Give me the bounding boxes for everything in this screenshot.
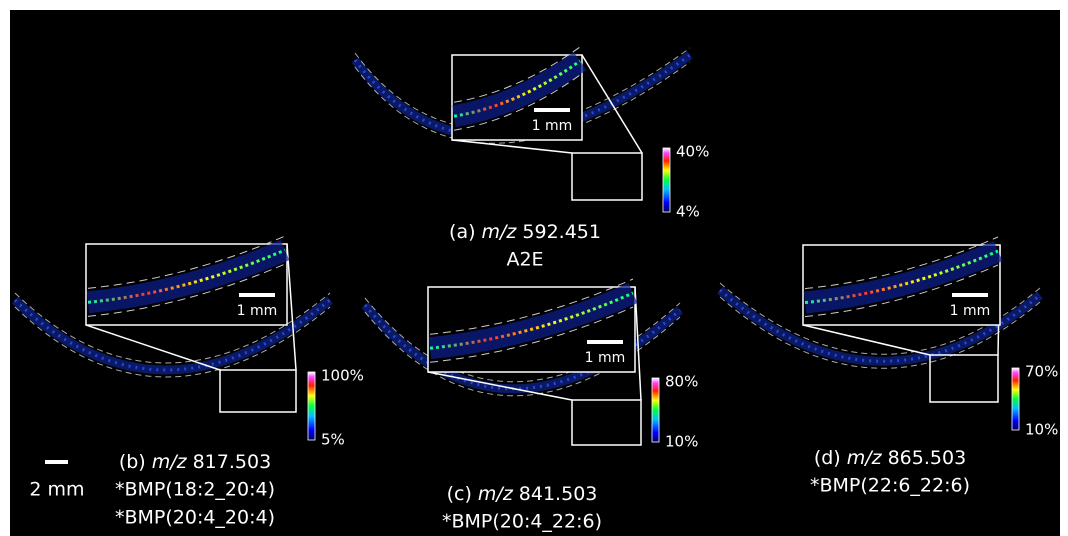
inset-scale-label: 1 mm — [532, 118, 573, 134]
compound: *BMP(18:2_20:4) — [115, 479, 275, 501]
colorbar-max: 100% — [321, 367, 364, 385]
inset-scale-label: 1 mm — [237, 303, 278, 319]
mz-prefix: m/z — [152, 451, 188, 473]
colorbar — [308, 372, 315, 440]
panel-label: (c) — [447, 483, 472, 505]
mz-value: 865.503 — [888, 447, 967, 469]
panel-label: (a) — [449, 221, 475, 243]
colorbar-min: 10% — [665, 433, 698, 451]
scale-bar-label: 2 mm — [29, 479, 84, 501]
colorbar — [663, 148, 670, 212]
colorbar-min: 5% — [321, 431, 345, 449]
inset-scale-label: 1 mm — [950, 303, 991, 319]
compound: A2E — [506, 249, 543, 271]
colorbar-max: 40% — [676, 143, 709, 161]
compound: *BMP(22:6_22:6) — [810, 475, 970, 497]
colorbar-min: 10% — [1025, 421, 1058, 439]
colorbar — [1012, 368, 1019, 430]
colorbar — [652, 378, 659, 442]
page: {"panels": [ {"label": "(a)", "mz_prefix… — [0, 0, 1068, 536]
compound: *BMP(20:4_20:4) — [115, 507, 275, 529]
panel-label: (b) — [119, 451, 146, 473]
mz-value: 817.503 — [193, 451, 272, 473]
mz-prefix: m/z — [478, 483, 514, 505]
compound: *BMP(20:4_22:6) — [442, 511, 602, 533]
inset-scale-label: 1 mm — [585, 350, 626, 366]
figure: 2 mm 1 mm40%4%(a)m/z592.451A2E1 mm100%5%… — [0, 0, 1068, 536]
colorbar-max: 70% — [1025, 363, 1058, 381]
colorbar-max: 80% — [665, 373, 698, 391]
mz-prefix: m/z — [482, 221, 518, 243]
colorbar-min: 4% — [676, 203, 700, 221]
mz-prefix: m/z — [847, 447, 883, 469]
mz-value: 592.451 — [522, 221, 601, 243]
panel-label: (d) — [814, 447, 841, 469]
mz-value: 841.503 — [519, 483, 598, 505]
